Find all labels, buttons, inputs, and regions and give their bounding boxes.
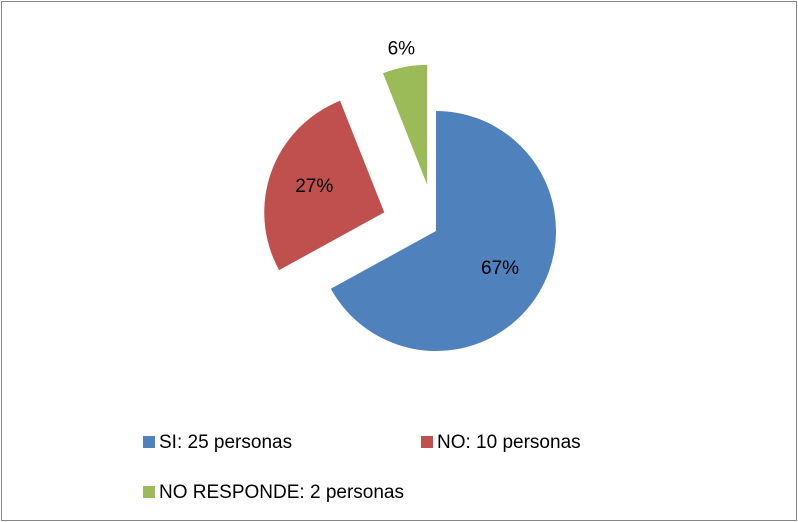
legend-label: SI: 25 personas: [159, 432, 292, 453]
legend-swatch: [421, 436, 433, 448]
data-label: 67%: [481, 258, 519, 279]
data-label: 6%: [388, 38, 416, 59]
pie-slice: [264, 100, 385, 271]
legend-label: NO RESPONDE: 2 personas: [159, 482, 404, 503]
pie-slice: [330, 111, 556, 352]
pie-slice: [383, 64, 428, 185]
legend-label: NO: 10 personas: [437, 432, 581, 453]
data-label: 27%: [295, 176, 333, 197]
legend-swatch: [143, 436, 155, 448]
legend-swatch: [143, 486, 155, 498]
